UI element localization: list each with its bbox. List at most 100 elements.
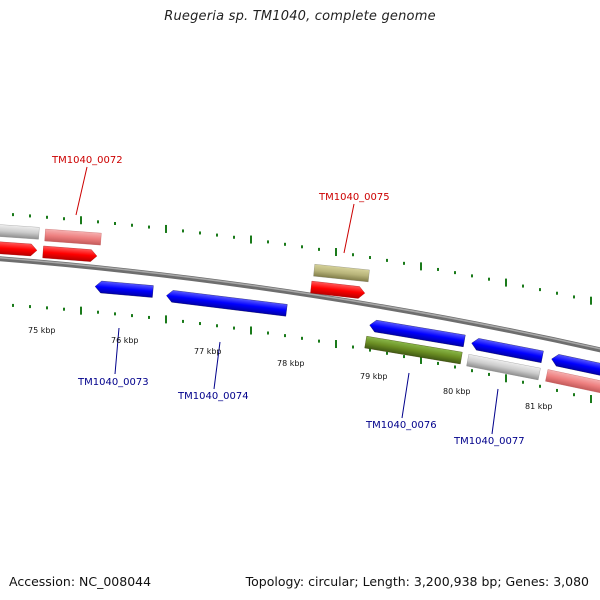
gene-tm1040-0074[interactable] (166, 290, 288, 317)
gene-label-0074[interactable]: TM1040_0074 (177, 391, 249, 402)
gene-gray-left[interactable] (0, 223, 40, 240)
kbp-label-81: 81 kbp (525, 402, 553, 411)
outer-tick (369, 256, 371, 260)
gene-label-0076[interactable]: TM1040_0076 (365, 420, 437, 431)
inner-tick (488, 372, 490, 376)
accession-text: Accession: NC_008044 (9, 574, 152, 589)
inner-tick (250, 326, 252, 335)
gene-tm1040-0073[interactable] (94, 280, 154, 298)
outer-tick (590, 296, 592, 305)
inner-tick (148, 315, 150, 319)
inner-tick (335, 340, 337, 349)
gene-pink-right[interactable] (545, 369, 600, 396)
map-title: Ruegeria sp. TM1040, complete genome (164, 9, 436, 24)
reverse-genes (94, 280, 600, 396)
forward-genes (0, 223, 370, 299)
inner-tick (97, 310, 99, 314)
gene-blue-0077a[interactable] (471, 337, 544, 363)
kbp-label-77: 77 kbp (194, 347, 222, 356)
outer-tick (12, 213, 14, 217)
inner-tick (539, 384, 541, 388)
gene-blue-0076a[interactable] (369, 319, 466, 348)
outer-tick (556, 291, 558, 295)
kbp-label-76: 76 kbp (111, 336, 139, 345)
inner-tick (420, 355, 422, 364)
gene-tm1040-0076[interactable] (364, 335, 463, 365)
backbone (0, 256, 600, 353)
kbp-labels: 75 kbp 76 kbp 77 kbp 78 kbp 79 kbp 80 kb… (28, 326, 553, 411)
inner-tick (284, 334, 286, 338)
gene-red-2[interactable] (42, 245, 98, 262)
outer-tick (352, 253, 354, 257)
inner-tick (63, 307, 65, 311)
outer-tick (165, 224, 167, 233)
gene-labels: TM1040_0072 TM1040_0075 TM1040_0073 TM10… (51, 155, 525, 447)
gene-blue-right[interactable] (550, 353, 600, 378)
outer-tick (488, 277, 490, 281)
kbp-label-75: 75 kbp (28, 326, 56, 335)
outer-tick (80, 216, 82, 225)
gene-tm1040-0075[interactable] (313, 264, 370, 283)
inner-tick (29, 305, 31, 309)
inner-tick (386, 351, 388, 355)
inner-tick (437, 361, 439, 365)
inner-tick (267, 331, 269, 335)
inner-tick (471, 369, 473, 373)
outer-tick (284, 242, 286, 246)
inner-tick (403, 355, 405, 359)
outer-tick (573, 295, 575, 299)
gene-label-0077[interactable]: TM1040_0077 (453, 436, 525, 447)
kbp-label-80: 80 kbp (443, 387, 471, 396)
outer-tick (131, 223, 133, 227)
outer-tick-marks (12, 213, 592, 305)
gene-label-0073[interactable]: TM1040_0073 (77, 377, 149, 388)
inner-tick (505, 374, 507, 383)
inner-tick (369, 348, 371, 352)
inner-tick (233, 326, 235, 330)
outer-tick (233, 235, 235, 239)
inner-tick (80, 306, 82, 315)
outer-tick (539, 288, 541, 292)
topology-text: Topology: circular; Length: 3,200,938 bp… (245, 574, 589, 589)
outer-tick (420, 262, 422, 271)
outer-tick (182, 229, 184, 233)
inner-tick (216, 324, 218, 328)
inner-tick (182, 319, 184, 323)
outer-tick (63, 217, 65, 221)
outer-tick (148, 225, 150, 229)
outer-tick (335, 248, 337, 257)
outer-tick (97, 220, 99, 224)
outer-tick (318, 247, 320, 251)
gene-tm1040-0077[interactable] (466, 354, 541, 381)
label-leaders (75, 166, 499, 435)
outer-tick (216, 233, 218, 237)
inner-tick (46, 306, 48, 310)
inner-tick (352, 345, 354, 349)
inner-tick (301, 336, 303, 340)
gene-tm1040-0072[interactable] (44, 228, 102, 246)
outer-tick (454, 271, 456, 275)
gene-red-left[interactable] (0, 240, 38, 257)
outer-tick (522, 284, 524, 288)
inner-tick-marks (12, 303, 592, 404)
inner-tick (131, 314, 133, 318)
inner-tick (573, 393, 575, 397)
outer-tick (386, 258, 388, 262)
inner-tick (199, 322, 201, 326)
gene-red-0075b[interactable] (310, 280, 366, 299)
outer-tick (199, 231, 201, 235)
kbp-label-78: 78 kbp (277, 359, 305, 368)
inner-tick (114, 312, 116, 316)
inner-tick (522, 380, 524, 384)
inner-tick (165, 315, 167, 324)
gene-label-0072[interactable]: TM1040_0072 (51, 155, 123, 166)
outer-tick (471, 274, 473, 278)
outer-tick (267, 240, 269, 244)
outer-tick (114, 222, 116, 226)
outer-tick (301, 245, 303, 249)
gene-label-0075[interactable]: TM1040_0075 (318, 192, 390, 203)
inner-tick (12, 303, 14, 307)
inner-tick (556, 388, 558, 392)
inner-tick (318, 339, 320, 343)
